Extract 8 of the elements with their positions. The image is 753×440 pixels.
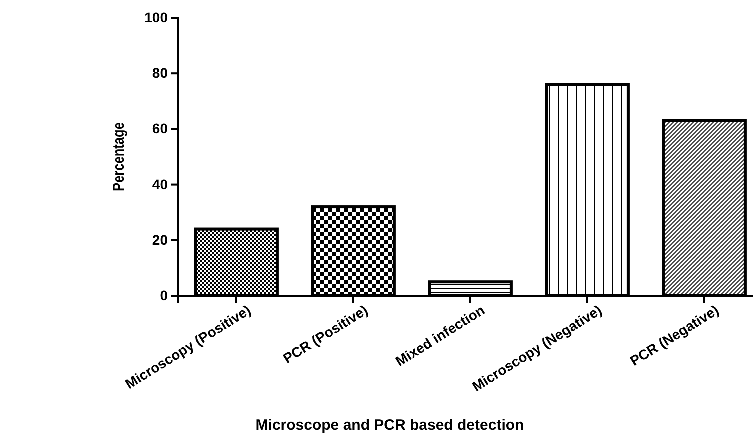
- y-axis-title: Percentage: [110, 122, 128, 192]
- y-tick-label: 40: [152, 176, 168, 192]
- x-axis-title: Microscope and PCR based detection: [256, 417, 524, 434]
- y-tick-label: 80: [152, 65, 168, 82]
- y-tick-label: 20: [152, 232, 168, 248]
- y-tick-label: 60: [152, 120, 168, 137]
- y-tick-label: 0: [160, 287, 168, 304]
- y-tick-label: 100: [144, 9, 168, 26]
